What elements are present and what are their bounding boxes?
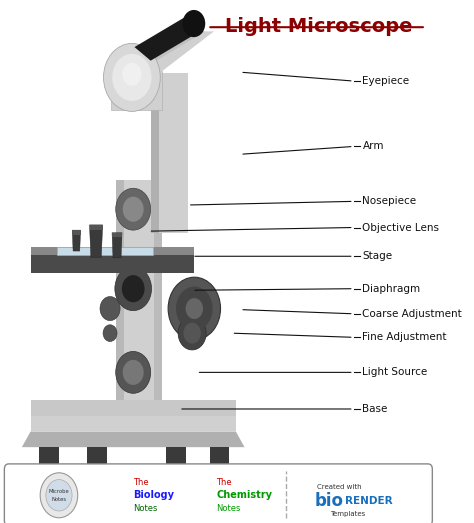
Polygon shape xyxy=(151,73,158,233)
Circle shape xyxy=(186,298,203,319)
Text: Microbe: Microbe xyxy=(48,489,69,494)
Circle shape xyxy=(183,323,201,344)
FancyBboxPatch shape xyxy=(90,225,103,230)
Text: Base: Base xyxy=(363,404,388,414)
Polygon shape xyxy=(72,230,81,251)
FancyBboxPatch shape xyxy=(4,464,432,523)
FancyBboxPatch shape xyxy=(166,447,186,464)
Text: Notes: Notes xyxy=(51,497,66,503)
Polygon shape xyxy=(30,247,194,255)
Text: Notes: Notes xyxy=(216,504,240,513)
Circle shape xyxy=(168,277,220,340)
Text: RENDER: RENDER xyxy=(345,496,392,506)
Text: Chemistry: Chemistry xyxy=(216,490,272,501)
Polygon shape xyxy=(22,431,245,447)
Text: Notes: Notes xyxy=(133,504,157,513)
Text: Created with: Created with xyxy=(317,484,361,491)
Text: Coarse Adjustment: Coarse Adjustment xyxy=(363,309,462,319)
Circle shape xyxy=(122,63,142,86)
Polygon shape xyxy=(30,400,236,416)
Text: bio: bio xyxy=(314,492,344,510)
Circle shape xyxy=(123,197,144,222)
Text: Arm: Arm xyxy=(363,141,384,152)
Text: The: The xyxy=(216,477,232,487)
Circle shape xyxy=(46,480,72,511)
Text: Templates: Templates xyxy=(330,510,365,517)
Polygon shape xyxy=(30,255,194,273)
Text: Light Microscope: Light Microscope xyxy=(225,17,412,36)
Circle shape xyxy=(112,54,152,101)
Text: Diaphragm: Diaphragm xyxy=(363,283,420,294)
Text: The: The xyxy=(133,477,149,487)
FancyBboxPatch shape xyxy=(154,180,162,400)
Text: Nosepiece: Nosepiece xyxy=(363,196,417,207)
Text: Eyepiece: Eyepiece xyxy=(363,76,410,86)
FancyBboxPatch shape xyxy=(112,233,122,237)
Circle shape xyxy=(116,188,151,230)
FancyBboxPatch shape xyxy=(111,71,162,110)
Text: Fine Adjustment: Fine Adjustment xyxy=(363,332,447,343)
FancyBboxPatch shape xyxy=(39,447,59,464)
Circle shape xyxy=(116,351,151,393)
FancyBboxPatch shape xyxy=(72,230,81,235)
Polygon shape xyxy=(112,233,122,258)
Circle shape xyxy=(178,316,206,350)
Polygon shape xyxy=(90,225,103,257)
Circle shape xyxy=(182,10,205,37)
FancyBboxPatch shape xyxy=(87,447,107,464)
Polygon shape xyxy=(151,73,188,233)
Circle shape xyxy=(176,287,213,331)
Circle shape xyxy=(100,297,120,321)
Circle shape xyxy=(122,275,145,302)
FancyBboxPatch shape xyxy=(116,180,162,400)
Polygon shape xyxy=(127,31,205,73)
Circle shape xyxy=(103,325,117,342)
Text: Objective Lens: Objective Lens xyxy=(363,222,439,233)
Polygon shape xyxy=(135,17,202,61)
Circle shape xyxy=(40,473,78,518)
Polygon shape xyxy=(127,31,214,73)
FancyBboxPatch shape xyxy=(210,447,229,464)
Polygon shape xyxy=(30,416,236,431)
Circle shape xyxy=(115,267,152,311)
Text: Biology: Biology xyxy=(133,490,174,501)
Text: Light Source: Light Source xyxy=(363,367,428,378)
FancyBboxPatch shape xyxy=(116,180,124,400)
Circle shape xyxy=(103,43,160,111)
Text: Stage: Stage xyxy=(363,251,392,262)
FancyBboxPatch shape xyxy=(57,247,153,255)
Circle shape xyxy=(123,360,144,385)
